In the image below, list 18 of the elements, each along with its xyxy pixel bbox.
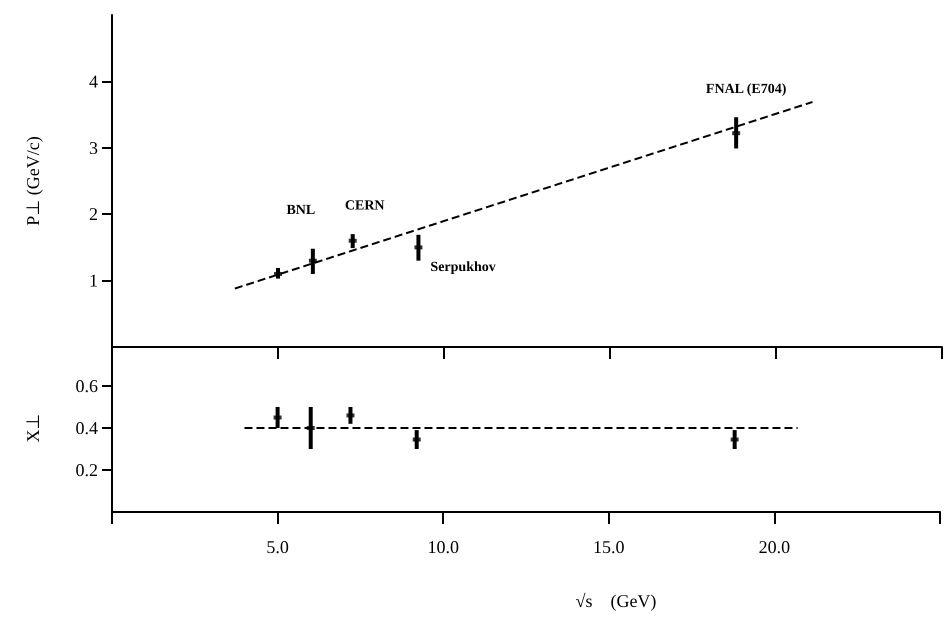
y-tick-label: 1 xyxy=(89,270,98,291)
y-tick-label: 0.2 xyxy=(76,460,98,480)
y-tick-label: 0.4 xyxy=(76,418,98,438)
y-tick-label: 0.6 xyxy=(76,376,98,396)
x-tick-label: 15.0 xyxy=(593,537,625,557)
x-axis-title: √s (GeV) xyxy=(576,591,656,611)
y-tick-label: 3 xyxy=(89,138,98,158)
annotation: FNAL (E704) xyxy=(706,82,787,97)
x-tick-label: 5.0 xyxy=(266,537,289,557)
x-tick-label: 20.0 xyxy=(758,537,790,557)
y-axis-title: P⊥ (GeV/c) xyxy=(23,136,43,226)
annotation: BNL xyxy=(286,203,316,218)
annotation: CERN xyxy=(344,198,385,214)
y-tick-label: 4 xyxy=(89,71,98,92)
y-tick-label: 2 xyxy=(89,204,98,224)
y-axis-title: X⊥ xyxy=(23,414,43,442)
x-tick-label: 10.0 xyxy=(427,537,459,557)
annotation: Serpukhov xyxy=(430,260,496,275)
